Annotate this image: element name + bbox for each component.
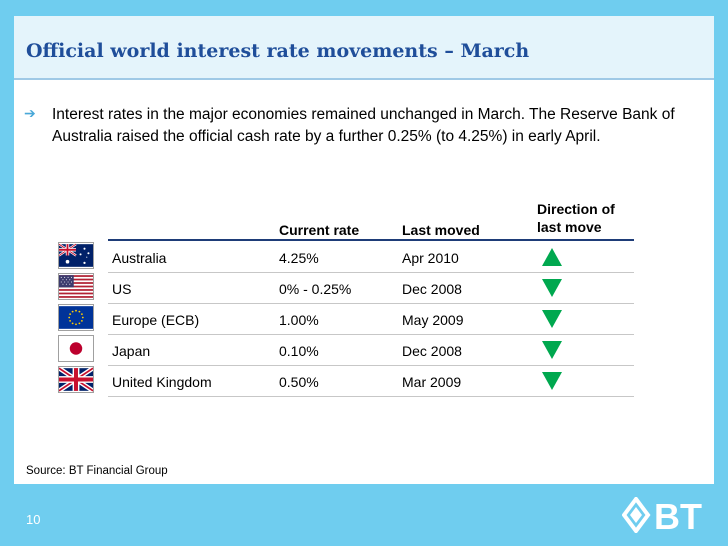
rate-cell: 0.10% <box>279 343 319 359</box>
header-current-rate: Current rate <box>279 222 360 238</box>
header-direction-line2: last move <box>537 219 602 235</box>
header-direction-line1: Direction of <box>537 201 615 217</box>
arrow-right-icon: ➔ <box>24 105 36 121</box>
us-flag-icon <box>58 273 94 300</box>
title-divider <box>14 78 714 80</box>
bt-logo: BT <box>621 495 714 537</box>
australia-flag-icon <box>58 242 94 269</box>
arrow-down-icon <box>542 372 562 390</box>
source-note: Source: BT Financial Group <box>26 465 168 477</box>
header-divider <box>108 239 634 241</box>
arrow-down-icon <box>542 279 562 297</box>
country-cell: US <box>112 281 132 297</box>
bullet-text: Interest rates in the major economies re… <box>52 106 675 145</box>
frame-left <box>0 0 14 546</box>
eu-flag-icon <box>58 304 94 331</box>
logo-text: BT <box>654 497 702 533</box>
frame-top <box>0 0 728 16</box>
slide: Official world interest rate movements –… <box>14 16 714 484</box>
frame-bottom <box>0 484 728 546</box>
last-moved-cell: Dec 2008 <box>402 343 462 359</box>
arrow-down-icon <box>542 310 562 328</box>
last-moved-cell: May 2009 <box>402 312 464 328</box>
title-band: Official world interest rate movements –… <box>14 16 714 78</box>
rate-cell: 1.00% <box>279 312 319 328</box>
rate-cell: 4.25% <box>279 250 319 266</box>
country-cell: Japan <box>112 343 151 359</box>
country-cell: Europe (ECB) <box>112 312 200 328</box>
table-row: Europe (ECB) 1.00% May 2009 <box>108 304 634 335</box>
header-last-moved: Last moved <box>402 222 480 238</box>
page-number: 10 <box>26 512 41 527</box>
page-title: Official world interest rate movements –… <box>26 40 530 62</box>
table-row: US 0% - 0.25% Dec 2008 <box>108 273 634 304</box>
rate-cell: 0.50% <box>279 374 319 390</box>
last-moved-cell: Apr 2010 <box>402 250 459 266</box>
arrow-down-icon <box>542 341 562 359</box>
last-moved-cell: Dec 2008 <box>402 281 462 297</box>
japan-flag-icon <box>58 335 94 362</box>
country-cell: United Kingdom <box>112 374 212 390</box>
last-moved-cell: Mar 2009 <box>402 374 462 390</box>
table-row: Australia 4.25% Apr 2010 <box>108 242 634 273</box>
uk-flag-icon <box>58 366 94 393</box>
arrow-up-icon <box>542 248 562 266</box>
frame-right <box>714 0 728 546</box>
table-row: United Kingdom 0.50% Mar 2009 <box>108 366 634 397</box>
rate-cell: 0% - 0.25% <box>279 281 352 297</box>
table-row: Japan 0.10% Dec 2008 <box>108 335 634 366</box>
country-cell: Australia <box>112 250 167 266</box>
